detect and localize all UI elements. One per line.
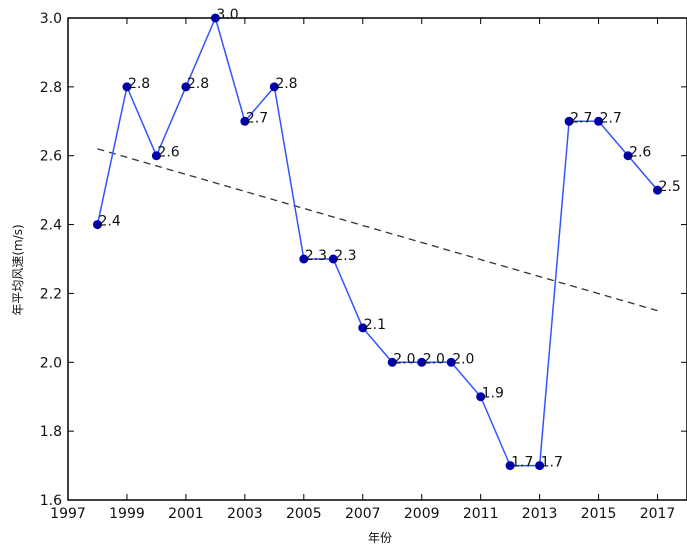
data-point bbox=[653, 185, 663, 195]
x-tick-label: 2011 bbox=[463, 506, 499, 522]
series-line bbox=[96, 15, 659, 467]
data-point bbox=[594, 116, 604, 126]
y-tick-label: 2.6 bbox=[40, 149, 62, 165]
x-tick-label: 2001 bbox=[168, 506, 204, 522]
x-tick-label: 1997 bbox=[50, 506, 86, 522]
data-label: 2.0 bbox=[452, 351, 474, 367]
data-label: 1.7 bbox=[541, 455, 563, 471]
data-label: 2.4 bbox=[98, 214, 120, 230]
data-point bbox=[240, 116, 250, 126]
y-tick-label: 2.2 bbox=[40, 286, 62, 302]
x-tick-label: 2009 bbox=[404, 506, 440, 522]
y-tick-label: 1.8 bbox=[40, 424, 62, 440]
plot-frame bbox=[67, 17, 687, 501]
x-tick-label: 1999 bbox=[109, 506, 145, 522]
y-tick-label: 1.6 bbox=[40, 493, 62, 509]
data-point bbox=[210, 13, 220, 23]
x-tick-label: 2013 bbox=[522, 506, 558, 522]
data-label: 2.3 bbox=[334, 248, 356, 264]
data-label: 2.6 bbox=[629, 145, 651, 161]
data-point bbox=[328, 254, 338, 264]
data-label: 3.0 bbox=[216, 7, 238, 23]
data-point bbox=[535, 461, 545, 471]
data-point bbox=[181, 82, 191, 92]
data-point bbox=[299, 254, 309, 264]
data-point bbox=[151, 151, 161, 161]
data-label: 1.7 bbox=[511, 455, 533, 471]
data-point bbox=[505, 461, 515, 471]
data-point bbox=[269, 82, 279, 92]
data-point bbox=[446, 357, 456, 367]
data-label: 2.1 bbox=[364, 317, 386, 333]
data-label: 2.0 bbox=[423, 351, 445, 367]
y-tick-label: 2.0 bbox=[40, 355, 62, 371]
y-tick-label: 3.0 bbox=[40, 11, 62, 27]
data-point bbox=[387, 357, 397, 367]
data-label: 2.7 bbox=[600, 110, 622, 126]
x-tick-label: 2015 bbox=[581, 506, 617, 522]
data-label: 2.8 bbox=[187, 76, 209, 92]
data-label: 2.7 bbox=[570, 110, 592, 126]
data-label: 2.8 bbox=[128, 76, 150, 92]
x-axis-title: 年份 bbox=[368, 531, 392, 545]
data-label: 2.6 bbox=[157, 145, 179, 161]
x-tick-label: 2005 bbox=[286, 506, 322, 522]
data-label: 2.8 bbox=[275, 76, 297, 92]
data-label: 2.7 bbox=[246, 110, 268, 126]
y-tick-label: 2.4 bbox=[40, 218, 62, 234]
y-axis-title: 年平均风速(m/s) bbox=[11, 224, 25, 315]
data-label: 2.5 bbox=[659, 179, 681, 195]
x-tick-label: 2003 bbox=[227, 506, 263, 522]
x-tick-label: 2007 bbox=[345, 506, 381, 522]
x-tick-label: 2017 bbox=[640, 506, 676, 522]
data-point bbox=[92, 220, 102, 230]
data-point bbox=[476, 392, 486, 402]
data-point bbox=[564, 116, 574, 126]
data-point bbox=[417, 357, 427, 367]
data-point bbox=[122, 82, 132, 92]
y-tick-label: 2.8 bbox=[40, 80, 62, 96]
data-label: 2.3 bbox=[305, 248, 327, 264]
data-point bbox=[358, 323, 368, 333]
data-point bbox=[623, 151, 633, 161]
trend-line bbox=[97, 148, 658, 312]
data-label: 2.0 bbox=[393, 351, 415, 367]
data-label: 1.9 bbox=[482, 386, 504, 402]
